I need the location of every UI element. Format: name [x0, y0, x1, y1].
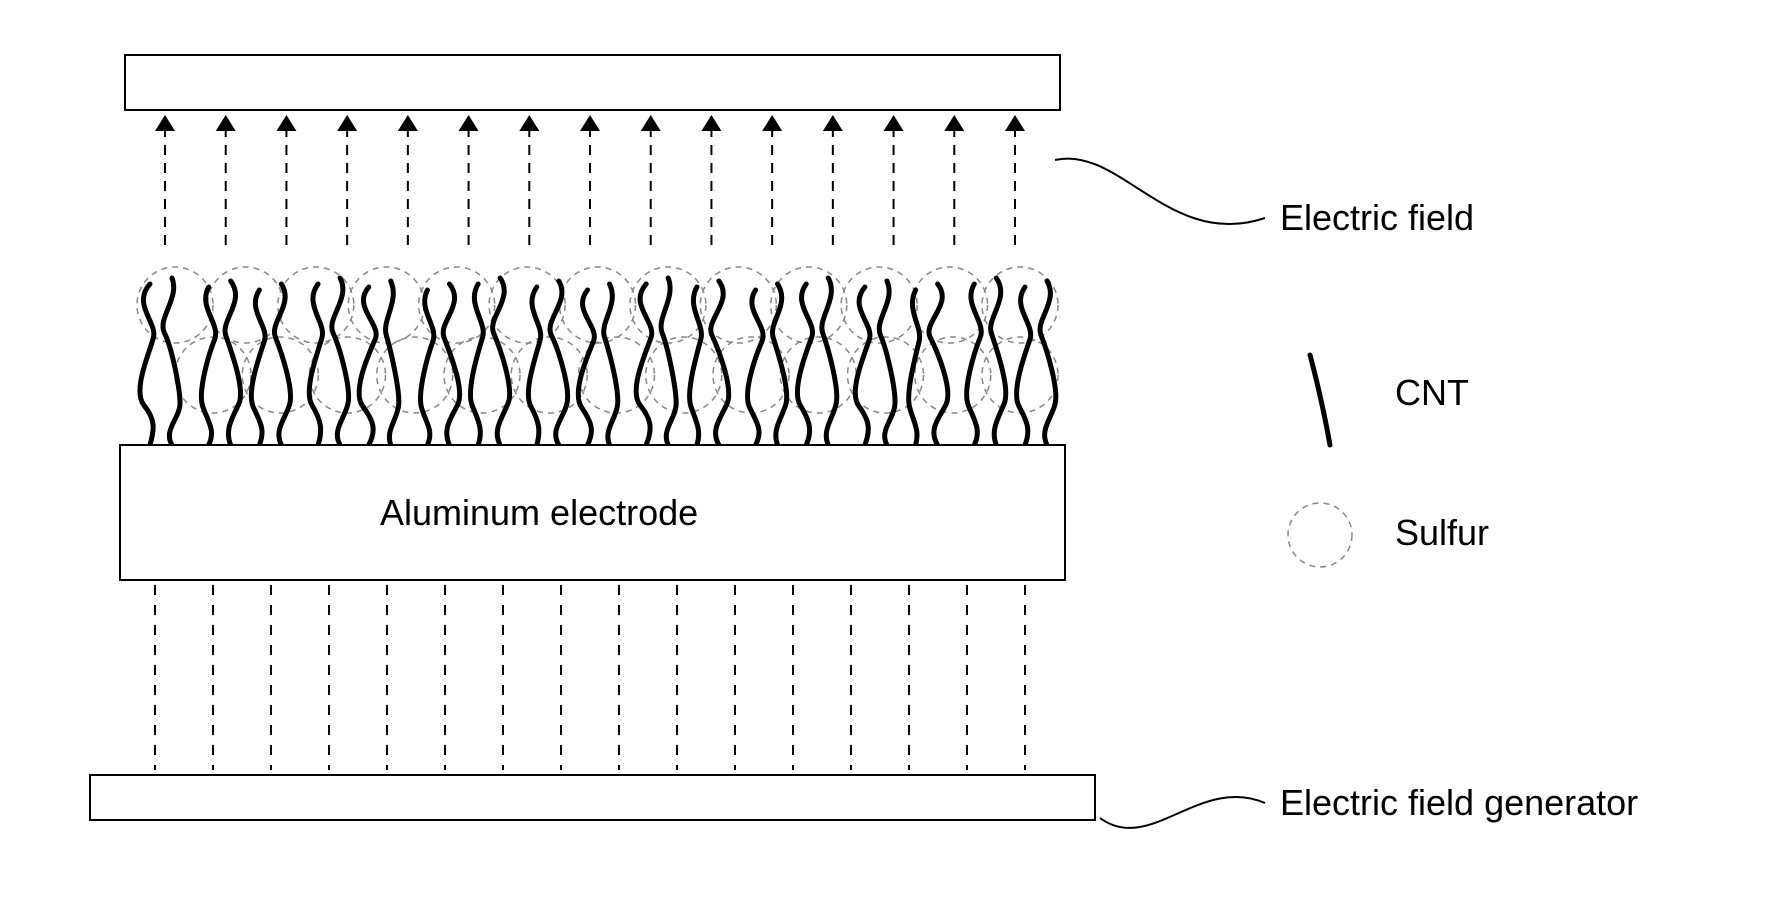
legend-sulfur-label: Sulfur — [1395, 512, 1489, 553]
electrode-label: Aluminum electrode — [380, 492, 698, 533]
legend-cnt-label: CNT — [1395, 372, 1469, 413]
electric-field-label: Electric field — [1280, 197, 1474, 238]
generator-label: Electric field generator — [1280, 782, 1638, 823]
